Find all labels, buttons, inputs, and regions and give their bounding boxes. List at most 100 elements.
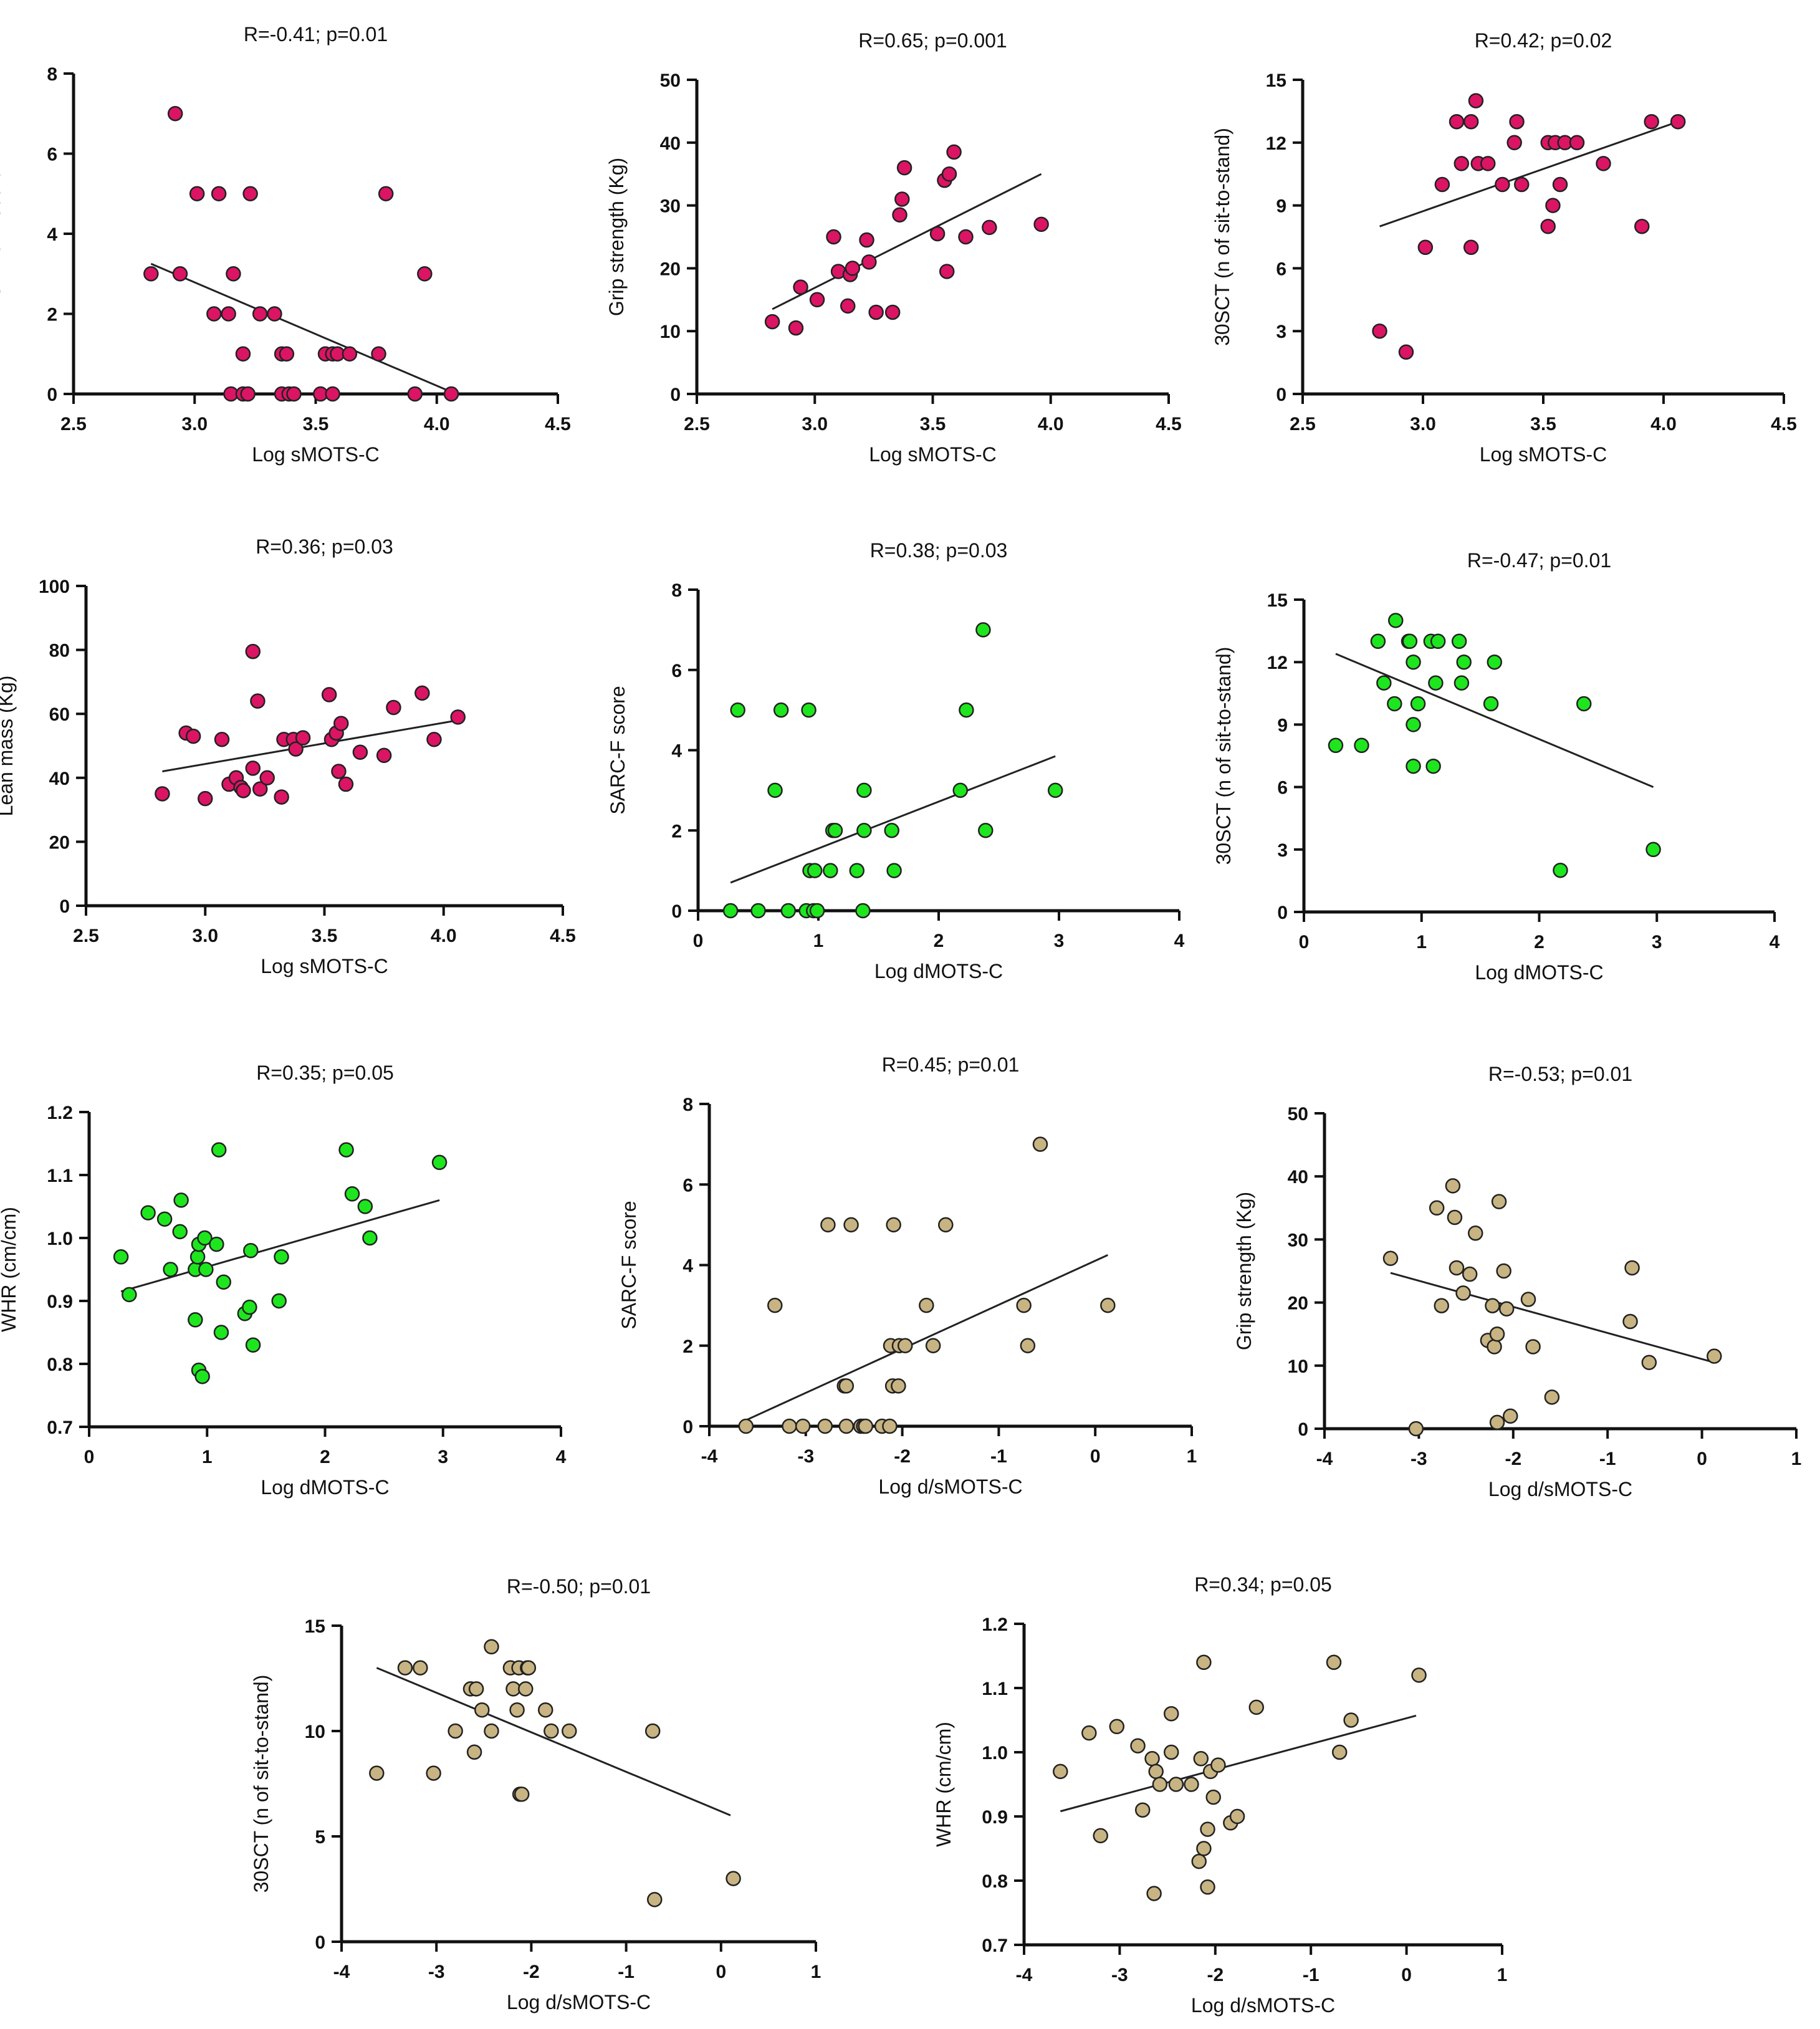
data-point bbox=[1163, 1705, 1179, 1722]
x-tick-label: 3.0 bbox=[1410, 414, 1436, 434]
data-point bbox=[1645, 842, 1661, 858]
data-point bbox=[279, 346, 295, 362]
regression-line bbox=[150, 262, 452, 393]
x-axis-label: Log dMOTS-C bbox=[874, 960, 1003, 982]
x-axis-label: Log d/sMOTS-C bbox=[1488, 1478, 1632, 1500]
data-point bbox=[958, 229, 974, 245]
data-point bbox=[468, 1681, 484, 1697]
y-tick-label: 0.9 bbox=[982, 1807, 1008, 1828]
data-point bbox=[1033, 216, 1049, 233]
x-axis-label: Log dMOTS-C bbox=[261, 1476, 389, 1499]
data-point bbox=[1487, 654, 1503, 670]
data-point bbox=[1032, 1136, 1048, 1152]
x-tick-label: 3.0 bbox=[802, 414, 828, 434]
data-point bbox=[809, 903, 825, 919]
data-point bbox=[1408, 1421, 1424, 1437]
data-point bbox=[801, 702, 817, 718]
y-tick-label: 6 bbox=[1277, 778, 1288, 799]
x-tick-label: 3.5 bbox=[303, 414, 329, 434]
x-tick-label: -4 bbox=[701, 1446, 718, 1467]
y-tick-label: 10 bbox=[660, 322, 681, 342]
data-point bbox=[1489, 1414, 1505, 1431]
data-point bbox=[884, 304, 901, 320]
data-point bbox=[211, 1142, 227, 1158]
data-point bbox=[1398, 344, 1414, 360]
scatter-panel-8: R=0.45; p=0.01 -4 -3 -2 -1 0 1 0 2 4 6 8 Log d/sMOTS… bbox=[618, 1053, 1197, 1498]
data-point bbox=[378, 186, 394, 201]
y-tick-label: 100 bbox=[39, 577, 70, 597]
data-point bbox=[978, 823, 994, 838]
scatter-panel-3: R=0.42; p=0.02 2.5 3.0 3.5 4.0 4.5 0 3 6 9 12 15 Log… bbox=[1211, 29, 1797, 466]
x-tick-label: -3 bbox=[1410, 1449, 1427, 1469]
x-tick-label: 0 bbox=[716, 1962, 726, 1982]
x-tick-label: -2 bbox=[523, 1962, 540, 1982]
y-tick-label: 3 bbox=[1276, 322, 1286, 342]
data-point bbox=[793, 279, 808, 295]
data-point bbox=[941, 166, 957, 182]
y-tick-label: 0 bbox=[1277, 903, 1288, 923]
y-tick-label: 20 bbox=[660, 259, 681, 279]
y-tick-label: 40 bbox=[49, 769, 70, 789]
data-point bbox=[243, 1242, 259, 1259]
data-point bbox=[407, 386, 423, 402]
data-point bbox=[1191, 1853, 1207, 1869]
data-point bbox=[143, 266, 159, 282]
data-point bbox=[252, 781, 268, 797]
x-tick-label: 1 bbox=[1187, 1446, 1197, 1467]
data-point bbox=[1467, 1226, 1483, 1241]
data-point bbox=[782, 1418, 797, 1434]
data-point bbox=[252, 306, 268, 322]
x-tick-label: 2.5 bbox=[60, 414, 87, 434]
data-point bbox=[189, 186, 205, 201]
data-point bbox=[1343, 1712, 1359, 1728]
x-tick-label: 3.5 bbox=[312, 926, 338, 946]
data-point bbox=[738, 1418, 754, 1434]
scatter-panel-5: R=0.38; p=0.03 0 1 2 3 4 0 2 4 6 8 Log dMOTS-C SARC-… bbox=[606, 539, 1185, 982]
data-point bbox=[413, 1660, 428, 1676]
x-axis-label: Log sMOTS-C bbox=[252, 443, 379, 466]
data-point bbox=[357, 1199, 373, 1214]
panel-title: R=-0.53; p=0.01 bbox=[1488, 1063, 1632, 1085]
data-point bbox=[896, 160, 912, 176]
data-point bbox=[1434, 176, 1450, 193]
y-tick-label: 1.2 bbox=[982, 1614, 1008, 1635]
data-point bbox=[288, 741, 304, 757]
scatter-panel-11: R=0.34; p=0.05 -4 -3 -2 -1 0 1 0.7 0.8 0.9 1.0 1.1 1… bbox=[932, 1573, 1507, 2017]
x-tick-label: -3 bbox=[428, 1962, 445, 1982]
data-point bbox=[426, 1765, 441, 1781]
x-axis-label: Log d/sMOTS-C bbox=[1191, 1994, 1335, 2017]
x-axis-label: Log sMOTS-C bbox=[869, 443, 996, 466]
panel-title: R=-0.50; p=0.01 bbox=[507, 1575, 651, 1598]
scatter-panel-4: R=0.36; p=0.03 2.5 3.0 3.5 4.0 4.5 0 20 40 60 80 10… bbox=[0, 535, 576, 977]
data-point bbox=[206, 306, 222, 322]
data-point bbox=[764, 314, 780, 330]
data-point bbox=[426, 731, 442, 747]
data-point bbox=[140, 1205, 156, 1221]
data-point bbox=[929, 226, 946, 242]
panel-title: R=0.34; p=0.05 bbox=[1194, 1573, 1332, 1596]
data-point bbox=[443, 386, 459, 402]
x-tick-label: 0 bbox=[1090, 1446, 1101, 1467]
x-tick-label: 4.0 bbox=[1038, 414, 1064, 434]
data-point bbox=[939, 264, 955, 279]
y-axis-label: 30SCT (n of sit-to-stand) bbox=[1212, 647, 1235, 865]
y-tick-label: 15 bbox=[305, 1616, 325, 1637]
scatter-panel-7: R=0.35; p=0.05 0 1 2 3 4 0.7 0.8 0.9 1.0 1.1 1.2 Log… bbox=[0, 1062, 567, 1499]
data-point bbox=[172, 1224, 188, 1240]
data-point bbox=[780, 903, 796, 919]
scatter-panel-9: R=-0.53; p=0.01-4 -3 -2 -1 0 101020304050Log … bbox=[1233, 1063, 1801, 1500]
data-point bbox=[1707, 1348, 1722, 1364]
data-point bbox=[1168, 1777, 1184, 1792]
data-point bbox=[321, 687, 337, 703]
y-axis-label: WHR (cm/cm) bbox=[932, 1722, 955, 1847]
data-point bbox=[894, 191, 910, 207]
data-point bbox=[1184, 1777, 1199, 1792]
data-point bbox=[338, 776, 354, 792]
data-point bbox=[209, 1236, 224, 1252]
x-tick-label: 0 bbox=[693, 931, 704, 951]
y-tick-label: 0 bbox=[1276, 385, 1286, 405]
x-tick-label: -1 bbox=[1303, 1965, 1320, 1985]
data-point bbox=[767, 1297, 783, 1313]
x-tick-label: 4.0 bbox=[431, 926, 457, 946]
data-point bbox=[1134, 1802, 1151, 1818]
